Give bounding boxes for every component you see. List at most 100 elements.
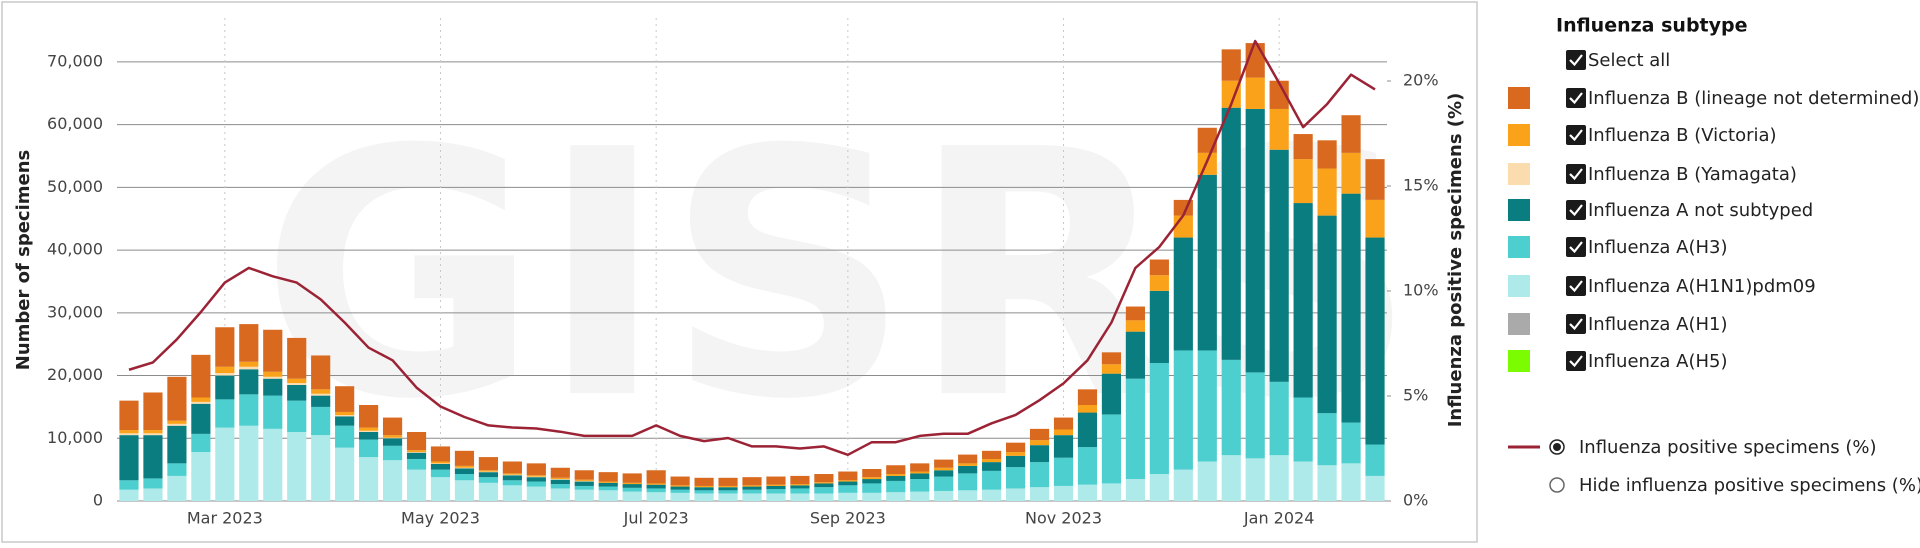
bar-segment <box>1053 429 1074 436</box>
legend-label[interactable]: Influenza A(H1N1)pdm09 <box>1588 276 1816 297</box>
legend-label[interactable]: Select all <box>1588 50 1670 71</box>
bar-segment <box>263 376 283 379</box>
bar-segment <box>982 489 1002 501</box>
bar-segment <box>287 383 307 385</box>
bar-segment <box>1341 115 1361 153</box>
bar-segment <box>1197 350 1217 462</box>
y2-axis-title: Influenza positive specimens (%) <box>1445 93 1466 428</box>
bar-segment <box>1173 469 1193 501</box>
bar-segment <box>239 369 259 395</box>
bar-segment <box>574 470 594 480</box>
bar-segment <box>382 445 403 461</box>
bar-segment <box>550 479 570 485</box>
bar-segment <box>574 485 594 490</box>
bar-segment <box>1006 488 1026 501</box>
bar-segment <box>119 480 139 490</box>
bar-segment <box>646 488 666 493</box>
legend-label[interactable]: Influenza A(H3) <box>1588 237 1728 258</box>
bar-segment <box>311 395 331 407</box>
bar-segment <box>742 485 762 487</box>
bar-segment <box>1029 487 1050 501</box>
bar-segment <box>335 447 355 501</box>
bar-segment <box>167 376 187 421</box>
bar-segment <box>263 395 283 429</box>
checkbox[interactable] <box>1566 276 1586 296</box>
bar-segment <box>1293 134 1313 160</box>
bar-segment <box>143 392 163 431</box>
bar-segment <box>1221 80 1241 108</box>
bar-segment <box>1101 414 1122 484</box>
bar-segment <box>167 475 187 501</box>
bar-segment <box>886 475 906 481</box>
bar-segment <box>430 461 451 464</box>
bar-segment <box>790 485 810 489</box>
bar-segment <box>982 458 1002 463</box>
bar-segment <box>694 485 714 488</box>
bar-segment <box>814 474 834 483</box>
bar-segment <box>191 433 211 453</box>
bar-segment <box>766 484 786 486</box>
bar-segment <box>1269 455 1289 501</box>
bar-segment <box>718 477 738 486</box>
bar-segment <box>359 427 379 431</box>
legend-label[interactable]: Influenza B (lineage not determined) <box>1588 88 1919 109</box>
bar-segment <box>598 490 618 501</box>
checkbox[interactable] <box>1566 314 1586 334</box>
legend-label[interactable]: Hide influenza positive specimens (%) <box>1579 475 1920 496</box>
bar-segment <box>478 482 498 501</box>
bar-segment <box>550 488 570 501</box>
bar-segment <box>694 490 714 494</box>
checkmark <box>1569 204 1583 217</box>
legend-label[interactable]: Influenza positive specimens (%) <box>1579 437 1877 458</box>
checkbox[interactable] <box>1566 164 1586 184</box>
bar-segment <box>862 477 882 480</box>
bar-segment <box>1293 461 1313 501</box>
bar-segment <box>119 430 139 434</box>
bar-segment <box>1077 447 1098 485</box>
bar-segment <box>1101 483 1122 501</box>
checkbox[interactable] <box>1566 200 1586 220</box>
checkbox[interactable] <box>1566 351 1586 371</box>
bar-segment <box>814 487 834 494</box>
checkbox[interactable] <box>1566 125 1586 145</box>
bar-segment <box>598 472 618 482</box>
bar-segment <box>838 481 858 486</box>
checkbox[interactable] <box>1566 88 1586 108</box>
bar-segment <box>1149 275 1169 291</box>
bar-segment <box>886 492 906 501</box>
checkbox[interactable] <box>1566 237 1586 257</box>
bar-segment <box>502 480 522 486</box>
bar-segment <box>454 474 475 481</box>
bar-segment <box>574 480 594 482</box>
bar-segment <box>814 483 834 488</box>
bar-segment <box>574 479 594 481</box>
legend-label[interactable]: Influenza A not subtyped <box>1588 200 1813 221</box>
bar-segment <box>167 420 187 424</box>
bar-segment <box>1293 397 1313 462</box>
bar-segment <box>143 430 163 434</box>
y-tick-label: 10,000 <box>47 428 103 447</box>
legend-label[interactable]: Influenza A(H1) <box>1588 314 1728 335</box>
legend-label[interactable]: Influenza A(H5) <box>1588 351 1728 372</box>
checkmark <box>1569 280 1583 293</box>
bar-segment <box>790 484 810 486</box>
radio[interactable] <box>1549 477 1565 493</box>
checkbox[interactable] <box>1566 50 1586 70</box>
bar-segment <box>311 389 331 394</box>
bar-segment <box>742 477 762 486</box>
legend-label[interactable]: Influenza B (Yamagata) <box>1588 164 1797 185</box>
bar-segment <box>1341 193 1361 423</box>
y2-tick-label: 5% <box>1403 386 1428 405</box>
bar-segment <box>1125 479 1145 501</box>
legend-label[interactable]: Influenza B (Victoria) <box>1588 125 1777 146</box>
bar-segment <box>454 467 475 469</box>
bar-segment <box>335 411 355 416</box>
bar-segment <box>1317 215 1337 414</box>
bar-segment <box>287 337 307 379</box>
bar-segment <box>406 458 427 470</box>
y-tick-label: 50,000 <box>47 177 103 196</box>
bar-segment <box>1006 442 1026 453</box>
bar-segment <box>1053 457 1074 486</box>
